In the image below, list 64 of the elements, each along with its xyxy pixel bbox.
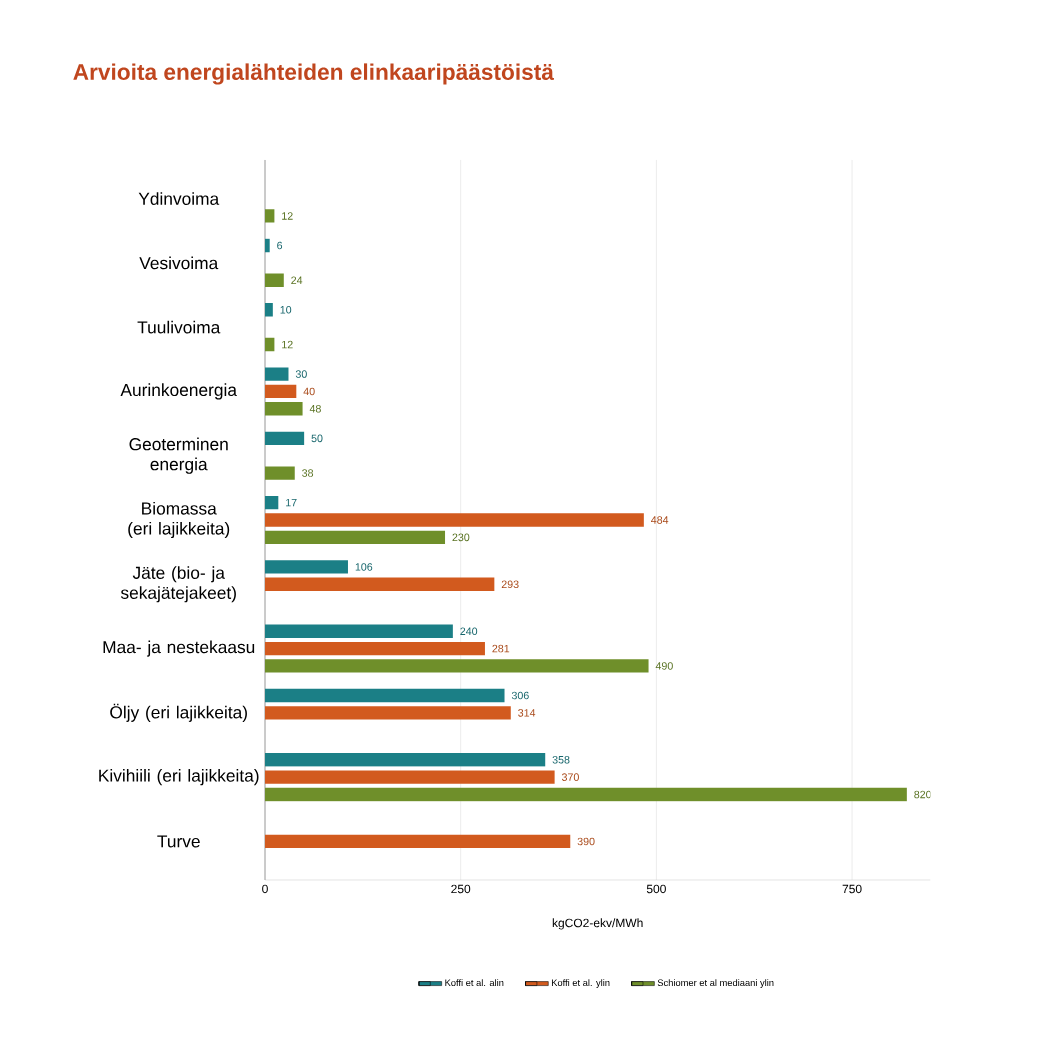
bar — [265, 384, 297, 399]
data-label: 24 — [291, 276, 303, 284]
y-tick-label: Maa- ja nestekaasu — [103, 640, 255, 657]
bar — [265, 530, 446, 545]
x-tick-label: 0 — [262, 884, 268, 894]
data-label: 358 — [552, 756, 570, 764]
bar — [265, 787, 907, 802]
x-tick-label: 250 — [451, 884, 471, 894]
x-tick-label: 750 — [842, 884, 862, 894]
chart-title: Arvioita energialähteiden elinkaaripäästöistä — [73, 63, 554, 85]
data-label: 106 — [355, 563, 373, 571]
y-tick-label: Geoterminen energia — [129, 437, 228, 474]
data-label: 370 — [561, 773, 579, 781]
data-label: 390 — [577, 837, 595, 846]
legend-label: Koffi et al. ylin — [551, 979, 610, 988]
data-label: 306 — [511, 691, 529, 700]
data-label: 30 — [295, 370, 307, 378]
bar — [265, 706, 511, 720]
bar — [265, 659, 649, 673]
bar — [265, 688, 505, 703]
data-label: 40 — [303, 387, 315, 396]
y-tick-label: Biomassa (eri lajikkeita) — [128, 501, 230, 539]
bar — [265, 770, 555, 784]
legend-label: Schiomer et al mediaani ylin — [657, 979, 774, 988]
data-label: 484 — [651, 516, 669, 524]
x-axis-title: kgCO2-ekv/MWh — [552, 918, 643, 930]
bar — [265, 834, 571, 849]
data-label: 12 — [282, 212, 293, 220]
data-label: 314 — [518, 709, 536, 717]
data-label: 48 — [309, 405, 321, 413]
data-label: 12 — [282, 340, 293, 349]
y-tick-label: Vesivoima — [139, 256, 219, 270]
bar — [265, 624, 453, 638]
y-tick-label: Aurinkoenergia — [120, 383, 237, 400]
data-label: 490 — [655, 662, 673, 670]
data-label: 10 — [280, 306, 292, 314]
data-label: 50 — [311, 434, 323, 443]
bar — [265, 753, 546, 767]
bar — [265, 431, 305, 446]
bar — [265, 641, 485, 656]
data-label: 281 — [492, 644, 510, 653]
bar — [265, 513, 644, 527]
legend-label: Koffi et al. alin — [445, 979, 504, 987]
bar — [265, 402, 303, 416]
bar — [265, 577, 495, 591]
y-tick-label: Tuulivoima — [137, 320, 221, 334]
y-tick-label: Turve — [157, 835, 200, 848]
bar — [265, 466, 295, 480]
bar — [265, 560, 348, 574]
x-tick-label: 500 — [646, 884, 666, 894]
y-tick-label: Ydinvoima — [138, 192, 220, 205]
bar — [265, 273, 284, 287]
bar — [265, 367, 289, 381]
data-label: 17 — [286, 498, 297, 507]
bar — [265, 209, 275, 223]
data-label: 38 — [302, 469, 314, 477]
data-label: 293 — [501, 580, 519, 589]
data-label: 230 — [452, 533, 470, 542]
y-tick-label: Kivihiili (eri lajikkeita) — [99, 769, 259, 786]
data-label: 6 — [277, 241, 283, 250]
y-tick-label: Jäte (bio- ja sekajätejakeet) — [120, 566, 236, 603]
y-tick-label: Öljy (eri lajikkeita) — [110, 703, 247, 722]
data-label: 240 — [460, 627, 478, 635]
data-label: 820 — [914, 790, 932, 799]
